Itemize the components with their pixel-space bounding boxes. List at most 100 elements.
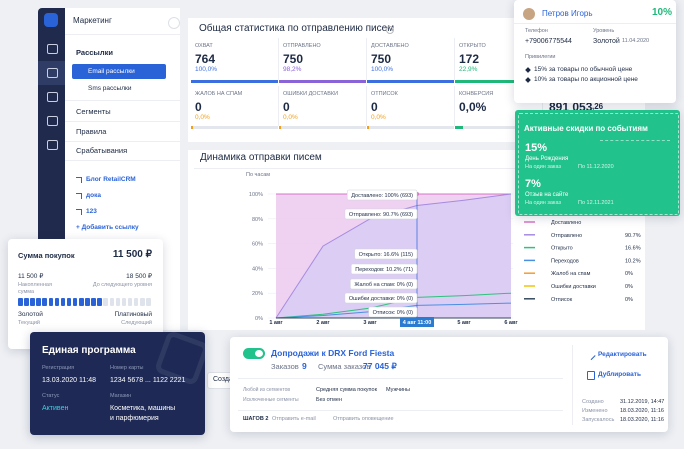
sidebar-icon[interactable] <box>47 140 58 150</box>
menu-link[interactable]: 123 <box>86 208 97 215</box>
progress-segment <box>18 298 23 306</box>
meta-value: 18.03.2020, 11:16 <box>620 408 664 414</box>
stat-bar <box>367 80 454 83</box>
legend-value: 90.7% <box>625 233 641 239</box>
stat-bar <box>191 126 193 129</box>
segment: Без отмен <box>316 397 342 403</box>
discount-scope: На один заказ <box>525 200 561 206</box>
level: Золотой <box>593 38 620 45</box>
toggle[interactable] <box>243 348 265 359</box>
menu-section[interactable]: Рассылки <box>76 48 113 57</box>
tooltip-text: Отправлено: 90.7% (693) <box>349 212 413 218</box>
shop: Косметика, машины <box>110 405 176 412</box>
card-number: 1234 5678 ... 1122 2221 <box>110 377 186 384</box>
sum-label: Сумма заказов <box>318 362 371 371</box>
legend-label: Переходов <box>551 258 579 264</box>
legend-label: Доставлено <box>551 220 581 226</box>
divider <box>65 121 180 122</box>
sidebar-icon[interactable] <box>47 44 58 54</box>
tooltip <box>350 263 418 275</box>
stat-bar <box>279 126 281 129</box>
tooltip <box>346 189 418 201</box>
field-label: Статус <box>42 393 60 399</box>
next-amount: 18 500 ₽ <box>126 273 152 280</box>
stat-percent: 100,0% <box>371 66 394 73</box>
period-select[interactable]: По часам <box>246 172 271 178</box>
discounts-title: Активные скидки по событиям <box>524 124 648 133</box>
divider <box>572 345 573 425</box>
current-level: Золотой <box>18 311 43 318</box>
create-label[interactable]: Создать <box>213 376 240 383</box>
divider <box>65 160 180 161</box>
stat-percent: 0,0% <box>283 114 298 121</box>
current-label: Текущий <box>18 320 40 326</box>
discount-percent: 7% <box>525 178 541 190</box>
stat-label: КОНВЕРСИЯ <box>459 91 494 97</box>
progress-segment <box>115 298 121 306</box>
menu-subitem[interactable]: Sms рассылки <box>88 85 132 92</box>
x-tick-label: 3 авг <box>363 320 377 326</box>
program-card <box>30 332 205 435</box>
field-label: Уровень <box>593 28 615 34</box>
divider <box>600 140 670 142</box>
stat-label: ОХВАТ <box>195 43 213 49</box>
field-label: Номер карты <box>110 365 144 371</box>
tooltip-text: Жалоб на спам: 0% (0) <box>354 282 413 288</box>
tooltip <box>350 278 418 290</box>
discount-percent: 15% <box>525 142 548 154</box>
orders: 9 <box>302 361 307 371</box>
discount-until: По 11.12.2020 <box>578 164 614 170</box>
stat-value: 0 <box>195 100 202 114</box>
menu-link[interactable]: дока <box>86 192 101 199</box>
next-level: Платиновый <box>114 311 152 318</box>
menu-link[interactable]: Блог RetailCRM <box>86 176 136 183</box>
status: Активен <box>42 405 69 412</box>
tooltip-text: Переходов: 10.2% (71) <box>355 267 413 273</box>
field-label: Телефон <box>525 28 548 34</box>
tooltip <box>344 208 418 220</box>
accumulated: 11 500 ₽ <box>18 273 44 280</box>
y-tick-label: 0% <box>255 316 263 322</box>
menu-title: Маркетинг <box>73 16 112 25</box>
stat-percent: 0,0% <box>195 114 210 121</box>
upsell-title[interactable]: Допродажи к DRX Ford Fiesta <box>271 348 395 358</box>
shop: и парфюмерия <box>110 415 159 422</box>
sidebar-icon[interactable] <box>47 116 58 126</box>
add-link[interactable]: + Добавить ссылку <box>76 224 139 231</box>
edit-button[interactable]: Редактировать <box>598 351 647 358</box>
stat-bar-track <box>193 126 278 129</box>
collapse-button[interactable] <box>168 17 180 29</box>
phone: +79006775544 <box>525 38 572 45</box>
field-label: Исключенные сегменты <box>243 397 299 403</box>
y-tick-label: 60% <box>252 242 263 248</box>
profile-name[interactable]: Петров Игорь <box>542 9 593 18</box>
duplicate-button[interactable]: Дублировать <box>598 371 641 378</box>
chart-title: Динамика отправки писем <box>200 152 322 163</box>
progress-segment <box>66 298 72 306</box>
menu-subitem[interactable]: Email рассылки <box>88 68 135 75</box>
progress-segment <box>24 298 29 306</box>
sidebar-icon[interactable] <box>47 92 58 102</box>
discount-event: День Рождения <box>525 156 569 162</box>
progress-segment <box>79 298 84 306</box>
menu-item[interactable]: Срабатывания <box>76 146 128 155</box>
divider <box>65 100 180 101</box>
menu-item[interactable]: Сегменты <box>76 107 111 116</box>
progress-segment <box>54 298 60 306</box>
stat-tile <box>191 86 279 126</box>
divider <box>194 168 639 169</box>
stat-tile <box>367 38 455 80</box>
link-icon <box>76 193 82 199</box>
progress-segment <box>140 298 145 306</box>
sidebar-icon[interactable] <box>47 68 58 78</box>
chart: 0% 20% 40% 60% 80% 100% 1 авг 2 авг 3 авг 4 авг 1… <box>249 189 641 327</box>
progress-segment <box>121 298 127 306</box>
stat-value: 0 <box>283 100 290 114</box>
menu-item[interactable]: Правила <box>76 126 107 136</box>
progress-segment <box>85 298 90 306</box>
stat-tile <box>191 38 279 80</box>
sales-cents: ,26 <box>592 102 604 111</box>
y-tick-label: 20% <box>252 291 263 297</box>
discount-event: Отзыв на сайте <box>525 192 569 198</box>
segment: Мужчины <box>386 387 411 393</box>
